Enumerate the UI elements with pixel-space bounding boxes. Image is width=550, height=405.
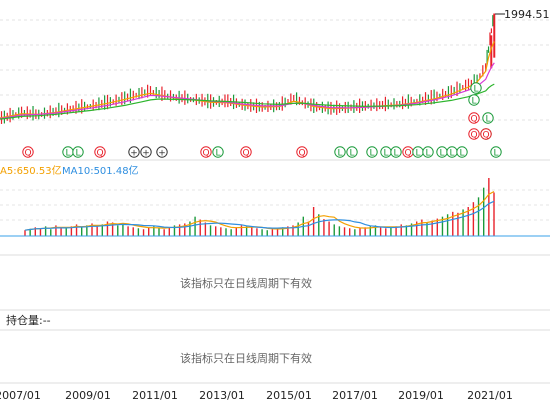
ma-line-1	[0, 62, 495, 120]
volume-ma5-label: A5:650.53亿	[0, 164, 62, 177]
event-marker: L	[490, 146, 502, 159]
x-tick-label: 2011/01	[132, 389, 178, 402]
volume-ma-lines	[24, 190, 495, 231]
event-marker: L	[470, 82, 482, 95]
event-marker-label: L	[65, 149, 70, 159]
event-marker: Q	[468, 128, 480, 141]
event-marker: L	[468, 94, 480, 107]
x-tick-label: 2013/01	[199, 389, 245, 402]
event-marker-label: Q	[298, 149, 305, 159]
event-marker-label: L	[75, 149, 80, 159]
volume-ma-line	[24, 200, 495, 231]
event-marker: L	[436, 146, 448, 159]
event-marker-label: L	[415, 149, 420, 159]
event-marker-label: L	[215, 149, 220, 159]
event-marker-label: L	[459, 149, 464, 159]
x-tick-label: 2009/01	[65, 389, 111, 402]
max-price-text: 1994.51	[504, 8, 550, 21]
event-marker-label: L	[473, 85, 478, 95]
event-marker: Q	[200, 146, 212, 159]
event-marker-label: L	[425, 149, 430, 159]
event-marker: L	[334, 146, 346, 159]
event-marker: Q	[22, 146, 34, 159]
event-marker-label: L	[337, 149, 342, 159]
ma-line-0	[0, 41, 495, 119]
indicator-message-2: 该指标只在日线周期下有效	[180, 351, 312, 365]
event-marker: L	[212, 146, 224, 159]
event-marker-label: Q	[470, 115, 477, 125]
event-marker: L	[72, 146, 84, 159]
price-ma-lines	[0, 41, 495, 120]
x-tick-label: 2017/01	[332, 389, 378, 402]
x-tick-label: 2019/01	[398, 389, 444, 402]
event-marker-label: L	[383, 149, 388, 159]
event-marker: L	[412, 146, 424, 159]
event-marker-label: +	[142, 149, 150, 159]
event-marker-label: L	[349, 149, 354, 159]
event-marker: L	[456, 146, 468, 159]
event-marker: L	[446, 146, 458, 159]
event-marker: Q	[480, 128, 492, 141]
ma-line-2	[0, 83, 495, 120]
event-marker: Q	[240, 146, 252, 159]
event-marker-label: L	[493, 149, 498, 159]
event-marker-label: L	[439, 149, 444, 159]
event-marker-label: Q	[96, 149, 103, 159]
event-marker: +	[140, 146, 152, 159]
x-tick-label: 2021/01	[467, 389, 513, 402]
event-marker-label: Q	[242, 149, 249, 159]
event-marker: L	[422, 146, 434, 159]
price-candles	[0, 13, 496, 124]
event-marker-label: L	[393, 149, 398, 159]
event-marker: Q	[296, 146, 308, 159]
event-marker: L	[390, 146, 402, 159]
event-marker-label: Q	[482, 131, 489, 141]
event-marker-label: Q	[24, 149, 31, 159]
event-marker: L	[482, 112, 494, 125]
event-marker-label: L	[449, 149, 454, 159]
event-marker-label: +	[130, 149, 138, 159]
event-marker: Q	[402, 146, 414, 159]
volume-ma10-label: MA10:501.48亿	[62, 164, 139, 177]
max-price-label: 1994.51	[495, 8, 550, 21]
event-marker: L	[62, 146, 74, 159]
x-tick-label: 2007/01	[0, 389, 41, 402]
open-interest-label: 持仓量:--	[6, 313, 51, 327]
event-marker-label: Q	[404, 149, 411, 159]
event-marker-label: L	[485, 115, 490, 125]
event-marker-label: L	[471, 97, 476, 107]
x-tick-label: 2015/01	[266, 389, 312, 402]
event-marker-label: Q	[470, 131, 477, 141]
event-marker: L	[366, 146, 378, 159]
event-marker: +	[128, 146, 140, 159]
event-marker: +	[156, 146, 168, 159]
event-marker-label: L	[369, 149, 374, 159]
price-grid	[0, 19, 550, 121]
x-axis-ticks: 2007/01 2009/01 2011/01 2013/01 2015/01 2017/…	[0, 389, 513, 402]
event-marker: L	[346, 146, 358, 159]
event-marker: Q	[468, 112, 480, 125]
event-marker-label: Q	[202, 149, 209, 159]
event-marker: Q	[94, 146, 106, 159]
event-marker: L	[380, 146, 392, 159]
event-marker-label: +	[158, 149, 166, 159]
indicator-message: 该指标只在日线周期下有效	[180, 276, 312, 290]
